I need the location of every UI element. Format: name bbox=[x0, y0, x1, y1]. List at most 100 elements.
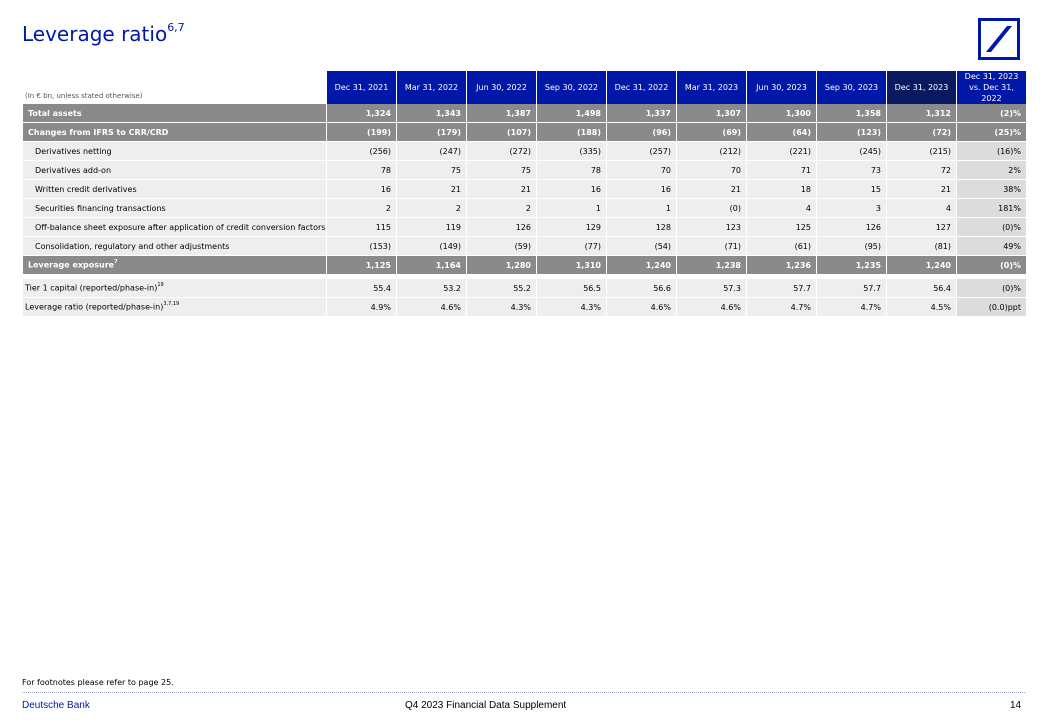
table-cell: 127 bbox=[887, 218, 956, 237]
row-label: Off-balance sheet exposure after applica… bbox=[23, 218, 326, 237]
table-cell: 119 bbox=[397, 218, 466, 237]
table-row: Leverage ratio (reported/phase-in)3,7,19… bbox=[23, 298, 1026, 317]
table-cell: 126 bbox=[467, 218, 536, 237]
row-label-text: Leverage exposure bbox=[28, 260, 115, 270]
column-header: Dec 31, 2021 bbox=[327, 71, 396, 104]
table-cell: 78 bbox=[537, 161, 606, 180]
table-cell: 72 bbox=[887, 161, 956, 180]
row-label: Derivatives add-on bbox=[23, 161, 326, 180]
table-cell: 1,343 bbox=[397, 104, 466, 123]
table-row: Changes from IFRS to CRR/CRD (199) (179) (1… bbox=[23, 123, 1026, 142]
table-row: Total assets 1,324 1,343 1,387 1,498 1,337 1,3… bbox=[23, 104, 1026, 123]
table-cell: 57.7 bbox=[817, 279, 886, 298]
table-cell: 75 bbox=[467, 161, 536, 180]
logo-slash-icon bbox=[986, 26, 1012, 52]
table-cell: 4.7% bbox=[817, 298, 886, 317]
table-cell: 21 bbox=[887, 180, 956, 199]
table-cell: 16 bbox=[537, 180, 606, 199]
table-cell: 2% bbox=[957, 161, 1026, 180]
table-row: Off-balance sheet exposure after applica… bbox=[23, 218, 1026, 237]
table-cell: (71) bbox=[677, 237, 746, 256]
table-cell: 1,358 bbox=[817, 104, 886, 123]
row-label-text: Changes from IFRS to CRR/CRD bbox=[28, 127, 169, 137]
table-row: Consolidation, regulatory and other adju… bbox=[23, 237, 1026, 256]
table-cell: 1,337 bbox=[607, 104, 676, 123]
table-cell: (0) bbox=[677, 199, 746, 218]
table-body: Total assets 1,324 1,343 1,387 1,498 1,337 1,3… bbox=[23, 104, 1026, 317]
row-label: Leverage exposure7 bbox=[23, 256, 326, 275]
table-cell: (95) bbox=[817, 237, 886, 256]
table-cell: 128 bbox=[607, 218, 676, 237]
table-cell: 53.2 bbox=[397, 279, 466, 298]
table-cell: 1,236 bbox=[747, 256, 816, 275]
column-header: Dec 31, 2023 vs. Dec 31, 2022 bbox=[957, 71, 1026, 104]
table-cell: (0)% bbox=[957, 218, 1026, 237]
table-cell: 115 bbox=[327, 218, 396, 237]
table-cell: 4.6% bbox=[607, 298, 676, 317]
table-row: Securities financing transactions 2 2 2 1 1 (0… bbox=[23, 199, 1026, 218]
table-cell: (149) bbox=[397, 237, 466, 256]
table-cell: (61) bbox=[747, 237, 816, 256]
table-cell: (257) bbox=[607, 142, 676, 161]
column-header: Jun 30, 2023 bbox=[747, 71, 816, 104]
table-cell: (0)% bbox=[957, 279, 1026, 298]
table-cell: 1,300 bbox=[747, 104, 816, 123]
table-cell: 123 bbox=[677, 218, 746, 237]
table-cell: (72) bbox=[887, 123, 956, 142]
table-cell: (215) bbox=[887, 142, 956, 161]
table-cell: 4.6% bbox=[397, 298, 466, 317]
table-cell: (179) bbox=[397, 123, 466, 142]
table-cell: 55.4 bbox=[327, 279, 396, 298]
table-cell: (59) bbox=[467, 237, 536, 256]
row-label-text: Tier 1 capital (reported/phase-in) bbox=[25, 283, 158, 293]
table-cell: 75 bbox=[397, 161, 466, 180]
table-cell: (188) bbox=[537, 123, 606, 142]
column-header: Sep 30, 2022 bbox=[537, 71, 606, 104]
table-cell: 2 bbox=[327, 199, 396, 218]
table-cell: (221) bbox=[747, 142, 816, 161]
row-label: Leverage ratio (reported/phase-in)3,7,19 bbox=[23, 298, 326, 317]
table-cell: 1,164 bbox=[397, 256, 466, 275]
row-label: Consolidation, regulatory and other adju… bbox=[23, 237, 326, 256]
table-cell: 1,312 bbox=[887, 104, 956, 123]
table-cell: 125 bbox=[747, 218, 816, 237]
title-footnote: 6,7 bbox=[167, 21, 185, 35]
table-cell: 1,238 bbox=[677, 256, 746, 275]
table-cell: (272) bbox=[467, 142, 536, 161]
row-spacer-cell bbox=[23, 275, 1026, 279]
column-header: Mar 31, 2023 bbox=[677, 71, 746, 104]
table-cell: (335) bbox=[537, 142, 606, 161]
table-cell: (25)% bbox=[957, 123, 1026, 142]
table-cell: 16 bbox=[327, 180, 396, 199]
footer-divider bbox=[22, 692, 1025, 693]
column-header: Jun 30, 2022 bbox=[467, 71, 536, 104]
table-cell: (2)% bbox=[957, 104, 1026, 123]
row-label-text: Derivatives netting bbox=[35, 146, 112, 156]
footer-page-number: 14 bbox=[1010, 700, 1022, 711]
table-cell: 49% bbox=[957, 237, 1026, 256]
table-cell: (212) bbox=[677, 142, 746, 161]
table-cell: 56.5 bbox=[537, 279, 606, 298]
table-cell: 4 bbox=[747, 199, 816, 218]
table-cell: (64) bbox=[747, 123, 816, 142]
table-cell: 38% bbox=[957, 180, 1026, 199]
row-footnote: 7 bbox=[114, 259, 118, 266]
leverage-table-container: (In € bn, unless stated otherwise) Dec 3… bbox=[22, 71, 1026, 317]
table-cell: 1,235 bbox=[817, 256, 886, 275]
table-cell: 56.6 bbox=[607, 279, 676, 298]
column-header: Dec 31, 2023 bbox=[887, 71, 956, 104]
table-cell: 1 bbox=[537, 199, 606, 218]
table-cell: 18 bbox=[747, 180, 816, 199]
deutsche-bank-logo bbox=[978, 18, 1020, 60]
table-cell: 1,280 bbox=[467, 256, 536, 275]
row-label-text: Derivatives add-on bbox=[35, 165, 112, 175]
table-cell: 21 bbox=[677, 180, 746, 199]
table-cell: 73 bbox=[817, 161, 886, 180]
table-cell: (69) bbox=[677, 123, 746, 142]
table-cell: (107) bbox=[467, 123, 536, 142]
row-label-text: Leverage ratio (reported/phase-in) bbox=[25, 302, 164, 312]
table-cell: 2 bbox=[467, 199, 536, 218]
table-cell: 4 bbox=[887, 199, 956, 218]
table-cell: (81) bbox=[887, 237, 956, 256]
row-label: Changes from IFRS to CRR/CRD bbox=[23, 123, 326, 142]
